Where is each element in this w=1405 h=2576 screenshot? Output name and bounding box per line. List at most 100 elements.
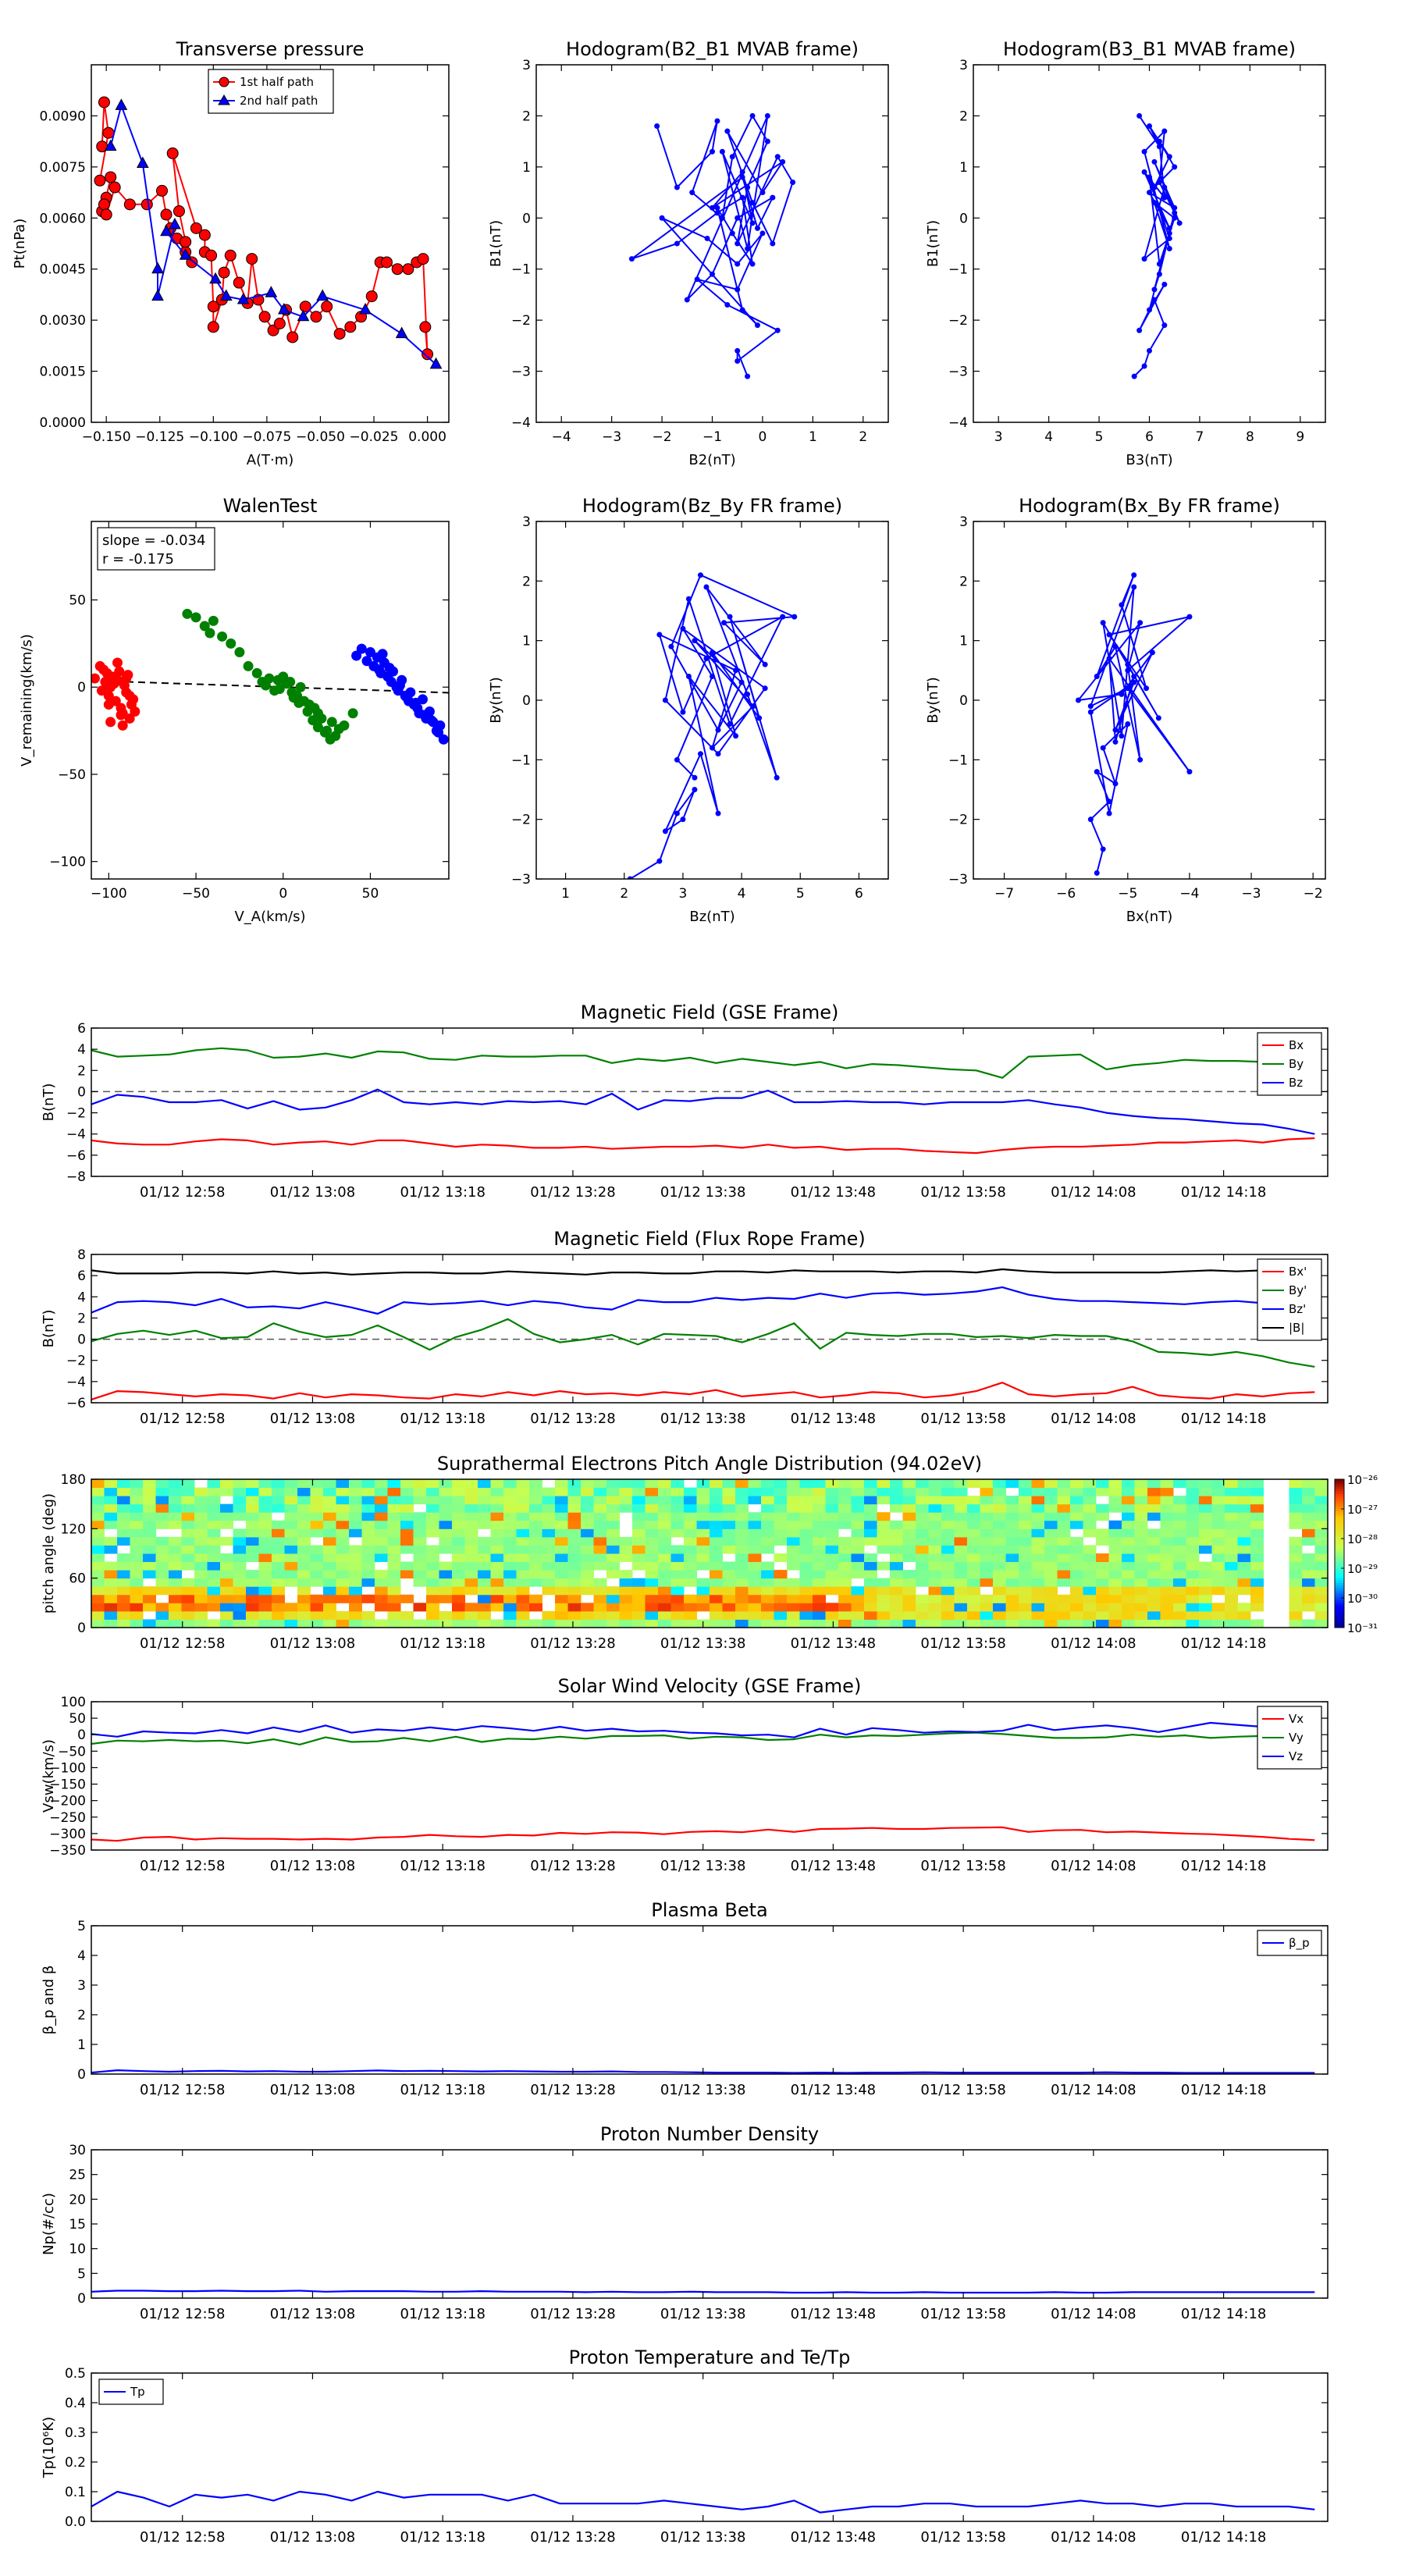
heatmap-cell bbox=[1160, 1545, 1174, 1554]
heatmap-cell bbox=[916, 1520, 929, 1529]
heatmap-cell bbox=[658, 1561, 671, 1571]
colorbar-segment bbox=[1335, 1503, 1344, 1507]
heatmap-cell bbox=[864, 1594, 877, 1603]
heatmap-cell bbox=[1314, 1578, 1328, 1587]
heatmap-cell bbox=[1083, 1479, 1097, 1489]
colorbar-segment bbox=[1335, 1528, 1344, 1532]
heatmap-cell bbox=[748, 1520, 762, 1529]
heatmap-cell bbox=[375, 1578, 388, 1587]
heatmap-cell bbox=[503, 1487, 517, 1496]
y-tick-label: 3 bbox=[522, 58, 531, 73]
x-tick-label: 01/12 13:48 bbox=[791, 2082, 876, 2098]
y-axis-label: B1(nT) bbox=[925, 220, 941, 267]
heatmap-cell bbox=[233, 1578, 247, 1587]
heatmap-cell bbox=[670, 1545, 685, 1554]
heatmap-cell bbox=[143, 1561, 156, 1571]
heatmap-cell bbox=[117, 1610, 130, 1620]
colorbar-segment bbox=[1335, 1598, 1344, 1601]
legend-marker bbox=[218, 94, 230, 105]
heatmap-cell bbox=[207, 1586, 221, 1596]
heatmap-cell bbox=[542, 1570, 556, 1579]
y-tick-label: 0.0045 bbox=[40, 262, 86, 278]
heatmap-cell bbox=[632, 1586, 646, 1596]
x-tick-label: 01/12 13:48 bbox=[791, 1411, 876, 1427]
heatmap-cell bbox=[902, 1610, 916, 1620]
heatmap-cell bbox=[181, 1553, 195, 1563]
heatmap-cell bbox=[400, 1570, 414, 1579]
heatmap-cell bbox=[967, 1619, 980, 1628]
heatmap-cell bbox=[1160, 1479, 1174, 1489]
heatmap-cell bbox=[581, 1536, 594, 1546]
data-point bbox=[208, 615, 219, 626]
heatmap-cell bbox=[1186, 1561, 1200, 1571]
y-tick-label: 4 bbox=[77, 1290, 86, 1305]
heatmap-cell bbox=[645, 1503, 659, 1513]
heatmap-cell bbox=[246, 1536, 259, 1546]
heatmap-cell bbox=[194, 1594, 208, 1603]
plot-frame bbox=[91, 521, 450, 880]
chart-title: Plasma Beta bbox=[651, 1899, 767, 1921]
data-point bbox=[680, 709, 686, 715]
data-point bbox=[704, 235, 710, 241]
heatmap-cell bbox=[246, 1487, 259, 1496]
heatmap-cell bbox=[658, 1496, 671, 1505]
heatmap-cell bbox=[529, 1512, 542, 1521]
data-point bbox=[377, 649, 388, 660]
heatmap-cell bbox=[761, 1545, 774, 1554]
heatmap-cell bbox=[336, 1610, 350, 1620]
heatmap-cell bbox=[799, 1561, 813, 1571]
heatmap-cell bbox=[516, 1479, 530, 1489]
x-tick-label: −0.025 bbox=[350, 429, 399, 445]
data-point bbox=[680, 625, 686, 632]
heatmap-cell bbox=[91, 1536, 105, 1546]
heatmap-cell bbox=[864, 1487, 877, 1496]
heatmap-cell bbox=[593, 1553, 607, 1563]
heatmap-cell bbox=[928, 1512, 942, 1521]
x-tick-label: 01/12 13:18 bbox=[400, 1184, 485, 1201]
magnetic_field_gse-panel: Magnetic Field (GSE Frame)−8−6−4−2024601… bbox=[41, 1002, 1329, 1201]
data-point bbox=[310, 311, 322, 323]
data-point bbox=[749, 261, 756, 267]
heatmap-cell bbox=[658, 1545, 671, 1554]
heatmap-cell bbox=[696, 1545, 710, 1554]
heatmap-cell bbox=[555, 1586, 568, 1596]
heatmap-cell bbox=[928, 1586, 942, 1596]
heatmap-cell bbox=[1031, 1610, 1045, 1620]
heatmap-cell bbox=[169, 1578, 182, 1587]
heatmap-cell bbox=[272, 1528, 285, 1538]
y-tick-label: −6 bbox=[66, 1148, 86, 1164]
chart-title: Proton Number Density bbox=[600, 2123, 819, 2145]
colorbar-segment bbox=[1335, 1622, 1344, 1626]
y-tick-label: 0.0075 bbox=[40, 160, 86, 176]
heatmap-cell bbox=[439, 1503, 453, 1513]
heatmap-cell bbox=[1044, 1561, 1058, 1571]
heatmap-cell bbox=[426, 1570, 439, 1579]
y-tick-label: 60 bbox=[69, 1571, 86, 1587]
y-tick-label: −3 bbox=[948, 872, 968, 888]
x-tick-label: 01/12 13:18 bbox=[400, 2082, 485, 2098]
heatmap-cell bbox=[555, 1479, 568, 1489]
heatmap-cell bbox=[194, 1545, 208, 1554]
data-point bbox=[692, 774, 698, 781]
y-tick-label: 1 bbox=[959, 160, 968, 176]
series-line bbox=[91, 1826, 1315, 1842]
heatmap-cell bbox=[581, 1479, 594, 1489]
data-point bbox=[714, 118, 720, 124]
data-point bbox=[251, 667, 262, 678]
heatmap-cell bbox=[1160, 1536, 1174, 1546]
heatmap-cell bbox=[1019, 1578, 1032, 1587]
data-point bbox=[1156, 144, 1162, 150]
heatmap-cell bbox=[272, 1586, 285, 1596]
series-line bbox=[91, 1047, 1315, 1079]
heatmap-cell bbox=[928, 1578, 942, 1587]
heatmap-cell bbox=[516, 1520, 530, 1529]
heatmap-cell bbox=[323, 1610, 336, 1620]
heatmap-cell bbox=[851, 1545, 865, 1554]
heatmap-cell bbox=[555, 1496, 568, 1505]
heatmap-cell bbox=[272, 1619, 285, 1628]
heatmap-cell bbox=[696, 1578, 710, 1587]
heatmap-cell bbox=[91, 1496, 105, 1505]
heatmap-cell bbox=[439, 1512, 453, 1521]
y-axis-label: B(nT) bbox=[41, 1310, 57, 1348]
heatmap-cell bbox=[825, 1619, 839, 1628]
